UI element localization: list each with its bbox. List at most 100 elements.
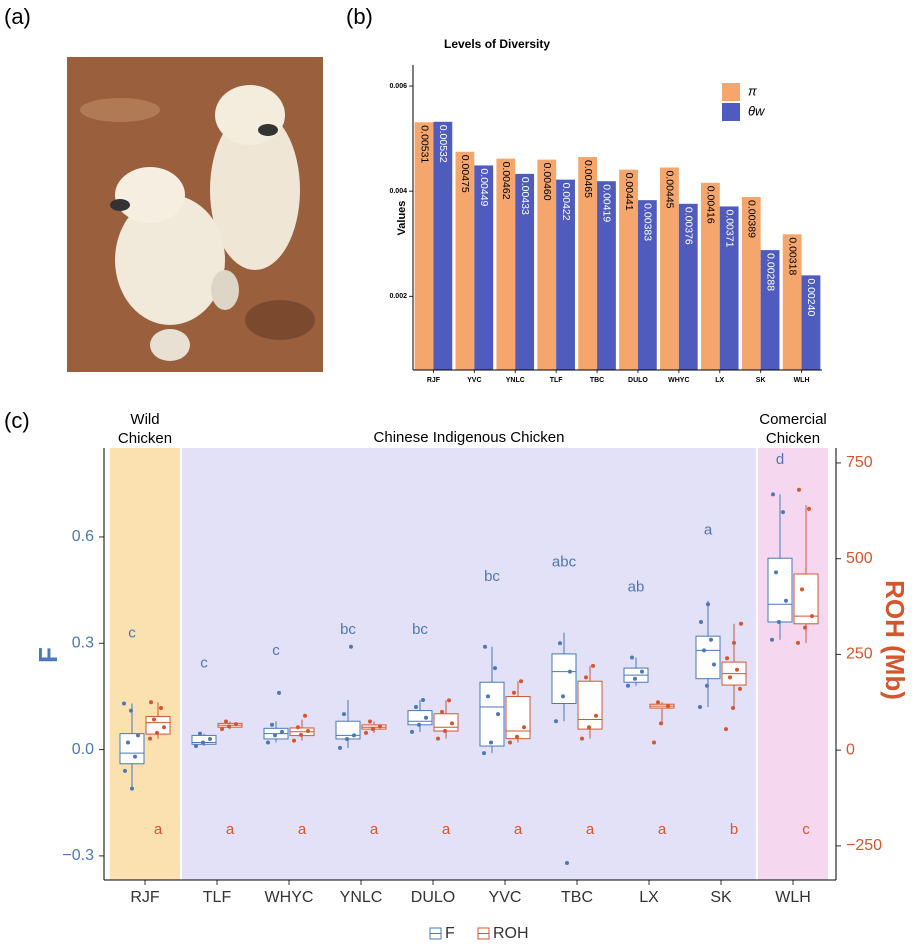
- data-point: [296, 725, 300, 729]
- y-tick-label: 0.002: [389, 293, 407, 300]
- significance-letter: c: [802, 821, 810, 838]
- data-point: [591, 664, 595, 668]
- photo: [67, 57, 323, 372]
- data-point: [496, 712, 500, 716]
- data-point: [656, 700, 660, 704]
- group-label: Chicken: [766, 430, 820, 447]
- value-label: 0.00376: [682, 207, 694, 245]
- photo-texture: [245, 300, 315, 340]
- data-point: [652, 741, 656, 745]
- significance-letter: bc: [484, 568, 500, 585]
- data-point: [771, 492, 775, 496]
- data-point: [519, 679, 523, 683]
- significance-letter: c: [272, 642, 280, 659]
- x-tick-label: WHYC: [668, 377, 689, 384]
- data-point: [493, 666, 497, 670]
- y2-tick-label: 500: [846, 550, 873, 567]
- data-point: [303, 714, 307, 718]
- data-point: [130, 787, 134, 791]
- data-point: [364, 731, 368, 735]
- data-point: [126, 740, 130, 744]
- box: [120, 734, 144, 764]
- y-tick-label: 0.006: [389, 83, 407, 90]
- legend-label: θw: [748, 103, 766, 118]
- data-point: [440, 710, 444, 714]
- data-point: [580, 737, 584, 741]
- data-point: [508, 741, 512, 745]
- value-label: 0.00449: [478, 168, 490, 206]
- value-label: 0.00422: [560, 183, 572, 221]
- data-point: [129, 709, 133, 713]
- significance-letter: a: [370, 821, 379, 838]
- value-label: 0.00371: [723, 209, 735, 247]
- data-point: [417, 723, 421, 727]
- significance-letter: b: [730, 821, 738, 838]
- x-tick-label: YVC: [489, 889, 522, 906]
- photo-texture: [80, 98, 160, 122]
- x-tick-label: DULO: [628, 377, 648, 384]
- value-label: 0.00416: [705, 186, 717, 224]
- x-tick-label: YVC: [467, 377, 481, 384]
- data-point: [803, 626, 807, 630]
- data-point: [352, 733, 356, 737]
- data-point: [421, 698, 425, 702]
- box: [506, 697, 530, 739]
- value-label: 0.00462: [500, 162, 512, 200]
- data-point: [712, 663, 716, 667]
- photo-hen-head: [115, 167, 185, 223]
- value-label: 0.00240: [805, 278, 817, 316]
- significance-letter: c: [200, 655, 208, 672]
- value-label: 0.00419: [601, 184, 613, 222]
- data-point: [299, 733, 303, 737]
- data-point: [273, 733, 277, 737]
- significance-letter: a: [658, 821, 667, 838]
- data-point: [159, 706, 163, 710]
- data-point: [410, 730, 414, 734]
- data-point: [774, 570, 778, 574]
- data-point: [699, 620, 703, 624]
- data-point: [194, 744, 198, 748]
- x-tick-label: TLF: [550, 377, 564, 384]
- significance-letter: a: [154, 821, 163, 838]
- data-point: [731, 706, 735, 710]
- panel-label: (c): [4, 408, 30, 433]
- data-point: [630, 655, 634, 659]
- data-point: [280, 730, 284, 734]
- x-tick-label: SK: [756, 377, 766, 384]
- value-label: 0.00531: [418, 125, 430, 163]
- data-point: [584, 675, 588, 679]
- panel-label: (b): [346, 4, 373, 29]
- data-point: [136, 733, 140, 737]
- data-point: [349, 645, 353, 649]
- photo-hen-face: [110, 199, 130, 211]
- data-point: [368, 719, 372, 723]
- photo-hen-feet: [150, 329, 190, 361]
- group-background: [110, 448, 180, 880]
- y-tick-label: 0.0: [72, 741, 94, 758]
- data-point: [724, 727, 728, 731]
- data-point: [483, 645, 487, 649]
- value-label: 0.00433: [519, 177, 531, 215]
- data-point: [626, 684, 630, 688]
- x-tick-label: TLF: [203, 889, 232, 906]
- value-label: 0.00475: [459, 155, 471, 193]
- data-point: [796, 641, 800, 645]
- data-point: [270, 723, 274, 727]
- box: [336, 721, 360, 739]
- data-point: [810, 614, 814, 618]
- value-label: 0.00389: [745, 200, 757, 238]
- data-point: [522, 725, 526, 729]
- legend-label: π: [748, 83, 757, 98]
- data-point: [554, 719, 558, 723]
- data-point: [220, 727, 224, 731]
- data-point: [725, 656, 729, 660]
- significance-letter: abc: [552, 554, 577, 571]
- x-tick-label: WLH: [794, 377, 810, 384]
- data-point: [777, 620, 781, 624]
- data-point: [208, 737, 212, 741]
- data-point: [666, 704, 670, 708]
- x-tick-label: WLH: [775, 889, 811, 906]
- x-tick-label: LX: [715, 377, 724, 384]
- group-label: Wild: [130, 411, 159, 428]
- group-label: Chinese Indigenous Chicken: [374, 429, 565, 446]
